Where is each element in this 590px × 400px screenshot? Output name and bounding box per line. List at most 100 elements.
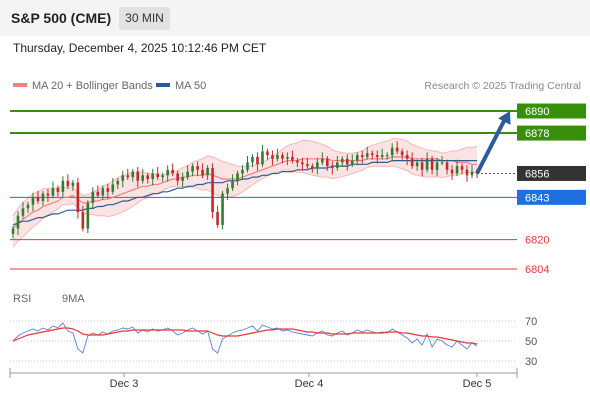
level-tag-6878	[517, 125, 586, 141]
candle-body	[460, 166, 464, 170]
candle-body	[146, 175, 150, 179]
x-tick-label: Dec 4	[295, 378, 324, 390]
candle-body	[395, 147, 399, 152]
ma20-swatch	[13, 83, 27, 88]
chart-credit: Research © 2025 Trading Central	[424, 80, 581, 92]
candle-body	[226, 188, 229, 194]
candle-body	[131, 171, 135, 178]
candle-body	[126, 175, 130, 178]
candle-body	[231, 180, 234, 189]
candle-body	[331, 166, 334, 168]
candle-body	[420, 162, 424, 170]
rsi-tick-70: 70	[525, 316, 537, 328]
ma50-line	[12, 160, 477, 226]
candle-body	[106, 188, 110, 192]
legend-ma20: MA 20 + Bollinger Bands	[13, 80, 153, 92]
candle-body	[380, 155, 384, 157]
candle-body	[261, 151, 264, 165]
candle-body	[425, 158, 429, 170]
candle-body	[241, 169, 244, 174]
candle-body	[86, 202, 90, 229]
candle-body	[66, 180, 70, 187]
candle-body	[121, 175, 125, 181]
candle-body	[101, 188, 105, 196]
candle-body	[81, 212, 85, 229]
candle-body	[385, 155, 389, 157]
candle-body	[296, 160, 299, 163]
level-labels: 6890 6878 6856 6843 6820 6804	[517, 103, 586, 276]
candle-body	[216, 212, 219, 225]
candle-body	[116, 180, 120, 185]
candle-body	[256, 156, 259, 165]
rsi-series-9ma	[12, 327, 478, 345]
candle-body	[61, 180, 65, 192]
candle-body	[281, 155, 284, 159]
x-tick-label: Dec 5	[463, 378, 492, 390]
candle-body	[445, 162, 449, 170]
instrument-title: S&P 500 (CME)	[11, 10, 112, 26]
candle-body	[221, 193, 224, 225]
candle-body	[156, 173, 159, 178]
candle-body	[111, 184, 115, 192]
candle-body	[91, 191, 95, 203]
candle-body	[161, 175, 164, 178]
candle-body	[196, 166, 199, 170]
candle-body	[375, 155, 379, 157]
candle-body	[176, 173, 179, 181]
candle-body	[211, 167, 214, 213]
candle-body	[36, 197, 40, 202]
candle-body	[181, 177, 184, 181]
level-label-6843: 6843	[525, 192, 549, 204]
candle-body	[336, 162, 339, 168]
level-tag-6890	[517, 103, 586, 119]
level-label-6804: 6804	[525, 264, 549, 276]
candle-body	[201, 169, 204, 176]
candle-body	[286, 156, 289, 159]
x-tick-label: Dec 3	[110, 378, 139, 390]
candle-body	[400, 151, 404, 156]
ma50-swatch	[156, 83, 170, 88]
candle-body	[51, 188, 55, 196]
candle-body	[465, 169, 469, 176]
rsi-series-rsi	[12, 322, 478, 354]
legend-ma50: MA 50	[156, 80, 206, 92]
ma20-legend-label: MA 20 + Bollinger Bands	[32, 80, 153, 92]
candle-body	[56, 188, 60, 192]
candle-body	[136, 171, 140, 181]
candle-body	[141, 175, 145, 181]
candles	[11, 141, 479, 239]
rsi-legend-label: RSI	[13, 293, 32, 305]
candle-body	[326, 158, 329, 167]
candle-body	[236, 173, 239, 181]
candle-body	[350, 160, 354, 165]
candle-body	[16, 215, 20, 229]
candle-body	[316, 162, 319, 168]
level-label-6856: 6856	[525, 168, 549, 180]
candle-body	[415, 162, 419, 167]
candle-body	[246, 162, 249, 170]
bollinger-upper	[12, 138, 478, 216]
timeframe-button[interactable]: 30 MIN	[119, 7, 170, 30]
candle-body	[71, 182, 75, 187]
candle-body	[31, 197, 35, 205]
candle-body	[306, 164, 309, 167]
candle-body	[151, 173, 154, 179]
legend-9ma: 9MA	[62, 293, 85, 305]
candle-body	[96, 191, 100, 196]
candle-body	[430, 158, 434, 170]
chart-header: S&P 500 (CME) 30 MIN	[0, 0, 590, 36]
ma20-line	[12, 156, 477, 230]
forecast-arrow-head	[498, 111, 511, 125]
rsi-tick-50: 50	[525, 336, 537, 348]
forecast-arrow	[475, 111, 511, 175]
level-label-6878: 6878	[525, 128, 549, 140]
candle-body	[365, 153, 369, 157]
candle-body	[191, 166, 194, 172]
level-tag-6856	[517, 165, 586, 181]
candle-body	[390, 147, 394, 156]
candle-body	[166, 169, 169, 176]
chart-datetime: Thursday, December 4, 2025 10:12:46 PM C…	[13, 41, 267, 55]
rsi-panel: 70 50 30	[10, 316, 537, 368]
level-lines	[10, 110, 517, 270]
legend-rsi: RSI	[13, 293, 31, 305]
